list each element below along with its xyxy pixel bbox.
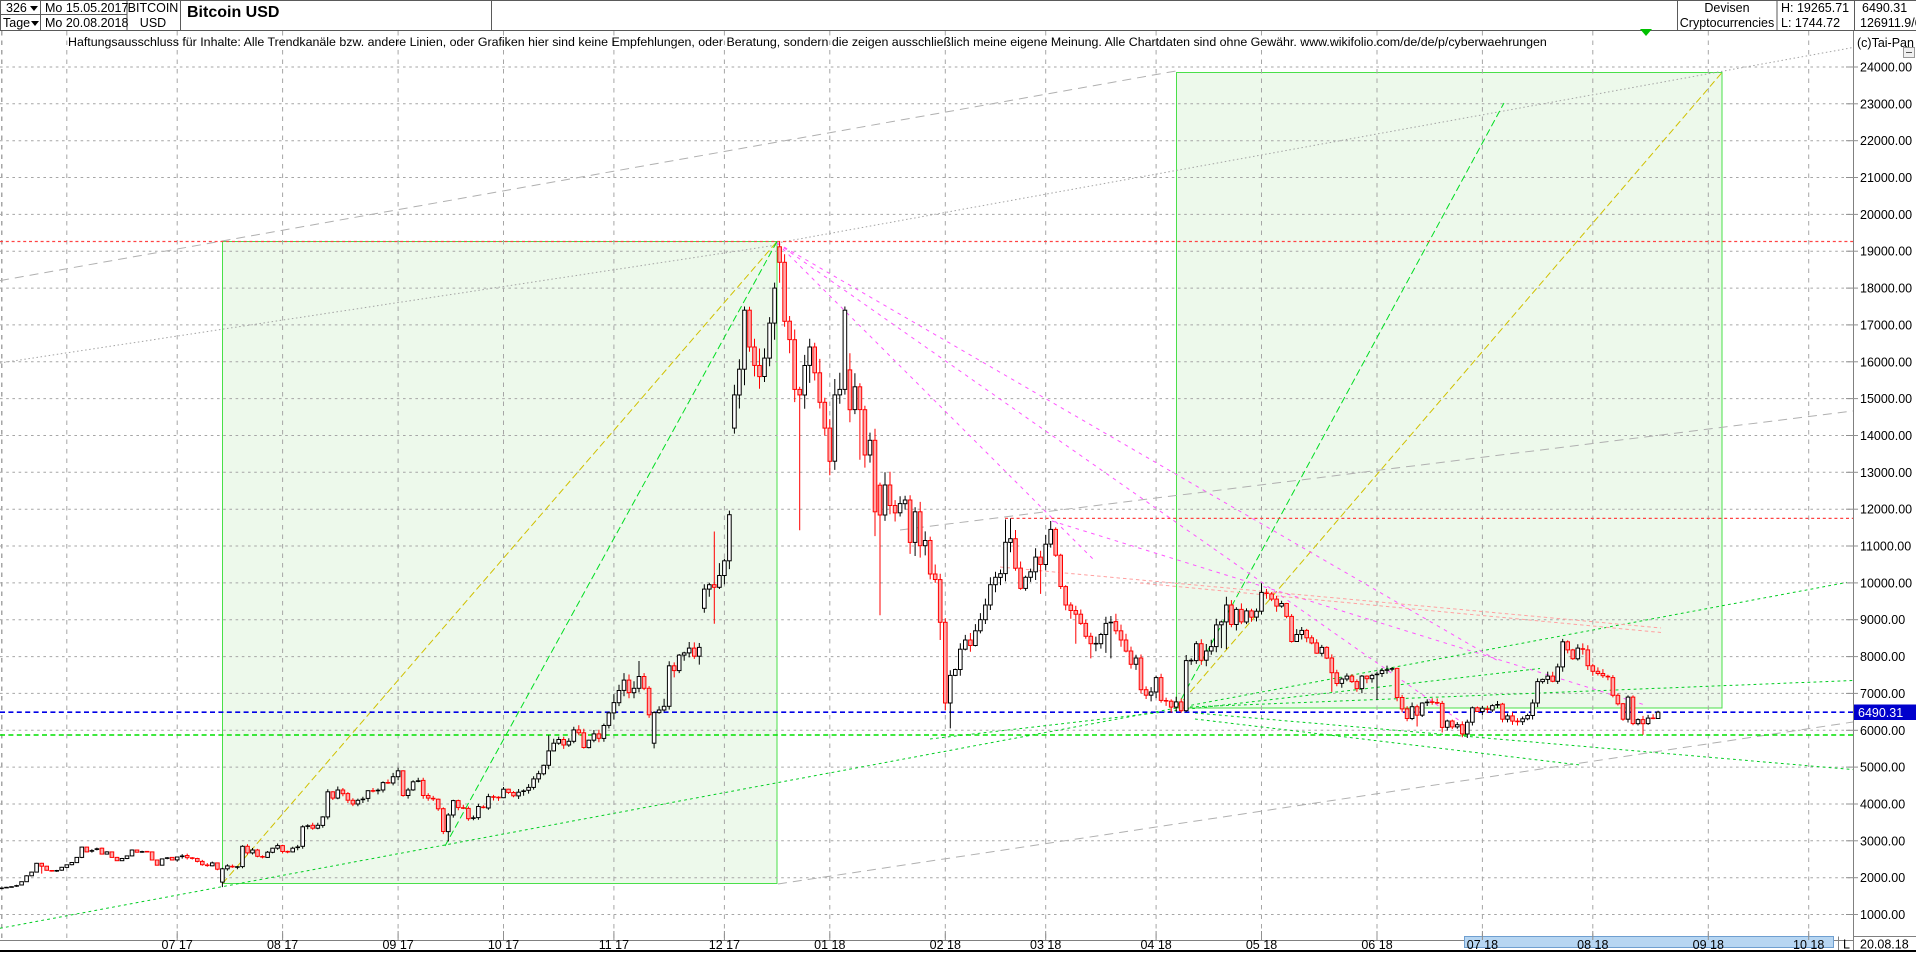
svg-text:6000.00: 6000.00 [1860,724,1905,738]
svg-text:8000.00: 8000.00 [1860,650,1905,664]
svg-text:7000.00: 7000.00 [1860,687,1905,701]
svg-text:9000.00: 9000.00 [1860,613,1905,627]
svg-text:01 18: 01 18 [814,938,845,952]
svg-text:09 17: 09 17 [382,938,413,952]
svg-text:23000.00: 23000.00 [1860,97,1912,111]
svg-text:14000.00: 14000.00 [1860,429,1912,443]
svg-text:3000.00: 3000.00 [1860,834,1905,848]
svg-text:13000.00: 13000.00 [1860,466,1912,480]
svg-text:USD: USD [140,16,166,30]
svg-text:07 17: 07 17 [162,938,193,952]
svg-text:08 18: 08 18 [1577,938,1608,952]
svg-text:09 18: 09 18 [1693,938,1724,952]
svg-text:Bitcoin USD: Bitcoin USD [187,4,279,21]
svg-text:11000.00: 11000.00 [1860,540,1911,554]
svg-text:15000.00: 15000.00 [1860,392,1912,406]
svg-text:24000.00: 24000.00 [1860,61,1912,75]
svg-text:BITCOIN: BITCOIN [128,1,179,15]
svg-text:10000.00: 10000.00 [1860,576,1912,590]
svg-text:(c)Tai-Pan: (c)Tai-Pan [1857,36,1914,50]
svg-text:326: 326 [6,1,27,15]
svg-text:Cryptocurrencies: Cryptocurrencies [1680,16,1774,30]
svg-text:21000.00: 21000.00 [1860,171,1912,185]
svg-text:Mo 20.08.2018: Mo 20.08.2018 [45,16,128,30]
svg-text:1000.00: 1000.00 [1860,908,1905,922]
svg-text:04 18: 04 18 [1140,938,1171,952]
svg-text:20000.00: 20000.00 [1860,208,1912,222]
svg-text:Tage: Tage [3,16,30,30]
svg-text:Devisen: Devisen [1704,1,1749,15]
svg-text:5000.00: 5000.00 [1860,761,1905,775]
svg-text:126911.9/6: 126911.9/6 [1860,16,1916,30]
svg-text:L: 1744.72: L: 1744.72 [1781,16,1840,30]
svg-text:17000.00: 17000.00 [1860,318,1912,332]
svg-text:03 18: 03 18 [1030,938,1061,952]
svg-text:Haftungsausschluss für Inhalte: Haftungsausschluss für Inhalte: Alle Tre… [68,35,1547,49]
svg-text:19000.00: 19000.00 [1860,245,1912,259]
svg-text:12 17: 12 17 [709,938,740,952]
svg-text:20.08.18: 20.08.18 [1860,938,1909,952]
svg-text:22000.00: 22000.00 [1860,134,1912,148]
svg-text:6490.31: 6490.31 [1858,706,1903,720]
svg-text:6490.31: 6490.31 [1862,1,1907,15]
svg-text:L: L [1843,938,1850,952]
svg-text:10 18: 10 18 [1793,938,1824,952]
svg-text:18000.00: 18000.00 [1860,282,1912,296]
svg-text:11 17: 11 17 [599,938,629,952]
svg-text:H: 19265.71: H: 19265.71 [1781,1,1849,15]
svg-text:4000.00: 4000.00 [1860,798,1905,812]
svg-text:Mo 15.05.2017: Mo 15.05.2017 [45,1,128,15]
svg-text:06 18: 06 18 [1361,938,1392,952]
svg-text:08 17: 08 17 [267,938,298,952]
svg-text:07 18: 07 18 [1467,938,1498,952]
svg-text:2000.00: 2000.00 [1860,871,1905,885]
svg-text:02 18: 02 18 [930,938,961,952]
svg-text:12000.00: 12000.00 [1860,503,1912,517]
svg-text:10 17: 10 17 [488,938,519,952]
svg-text:16000.00: 16000.00 [1860,355,1912,369]
svg-text:05 18: 05 18 [1246,938,1277,952]
